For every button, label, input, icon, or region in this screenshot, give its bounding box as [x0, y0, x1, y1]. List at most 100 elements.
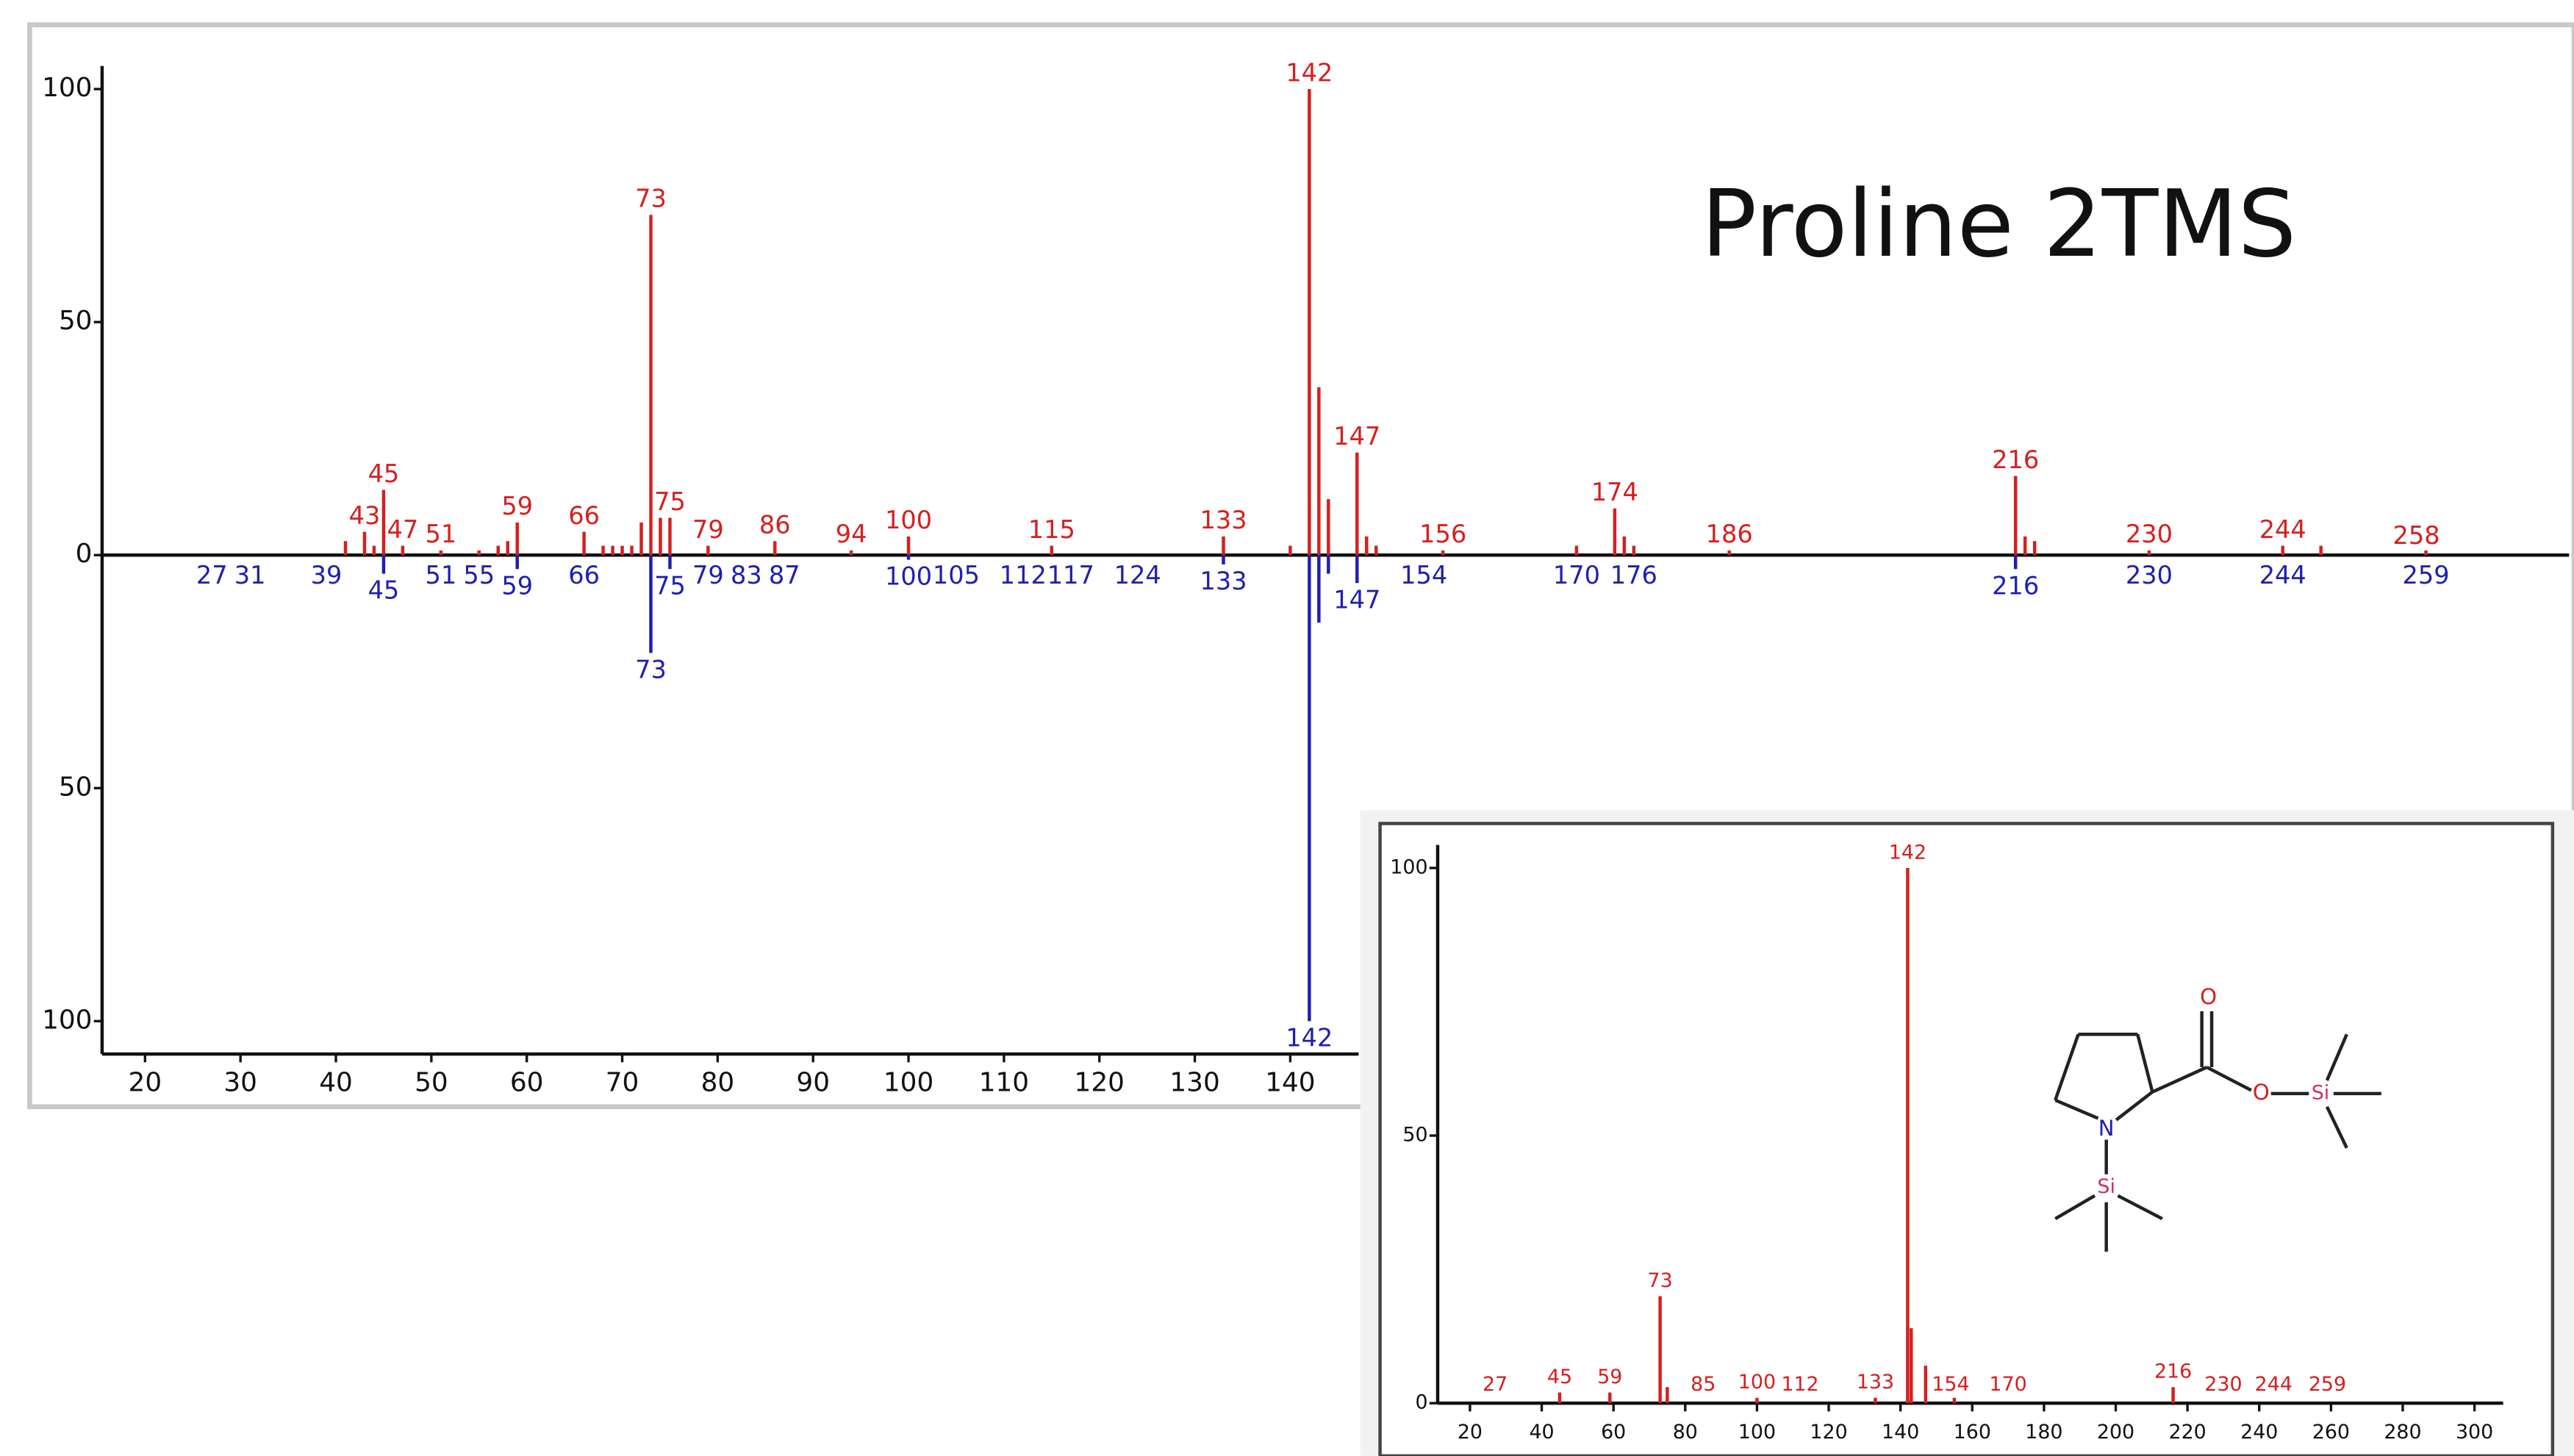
peak-label: 66 — [568, 561, 600, 589]
peak-label: 216 — [1992, 571, 2039, 600]
peak-label: 59 — [1597, 1366, 1622, 1388]
peak-label: 85 — [1691, 1373, 1716, 1396]
peak-label: 133 — [1857, 1371, 1894, 1394]
x-tick-label: 120 — [1810, 1421, 1847, 1444]
peak-label: 124 — [1114, 561, 1161, 589]
peak-label: 174 — [1591, 478, 1638, 506]
bond — [2115, 1090, 2154, 1122]
x-tick-label: 120 — [1075, 1067, 1125, 1097]
bond — [2054, 1033, 2080, 1101]
x-tick-label: 200 — [2097, 1421, 2134, 1444]
x-tick-label: 130 — [1169, 1067, 1219, 1097]
peak-label: 83 — [731, 561, 762, 589]
peak-label: 154 — [1932, 1373, 1969, 1396]
x-tick-label: 60 — [1601, 1421, 1626, 1444]
peak-label: 87 — [769, 561, 800, 589]
peak-label: 244 — [2259, 515, 2306, 544]
peak-label: 45 — [368, 459, 400, 488]
peak-label: 31 — [234, 561, 266, 589]
x-tick-label: 100 — [883, 1067, 933, 1097]
peak-label: 133 — [1200, 506, 1247, 534]
x-tick-label: 30 — [223, 1067, 257, 1097]
peak-label: 75 — [654, 571, 686, 600]
x-tick-label: 110 — [979, 1067, 1029, 1097]
atom-label: N — [2098, 1116, 2115, 1141]
x-tick-label: 80 — [1673, 1421, 1698, 1444]
x-tick-label: 220 — [2168, 1421, 2206, 1444]
x-tick-label: 50 — [415, 1067, 448, 1097]
y-tick-label: 100 — [42, 73, 92, 103]
peak-label: 170 — [1553, 561, 1600, 589]
peak-label: 244 — [2255, 1373, 2292, 1396]
peak-label: 147 — [1333, 585, 1380, 614]
x-tick-label: 140 — [1882, 1421, 1919, 1444]
peak-label: 142 — [1286, 1023, 1333, 1052]
peak-label: 216 — [1992, 445, 2039, 474]
peak-label: 51 — [425, 520, 456, 548]
peak-label: 154 — [1400, 561, 1447, 589]
peak-label: 112 — [1000, 561, 1047, 589]
x-tick-label: 300 — [2456, 1421, 2493, 1444]
structure: O O Si N Si — [2054, 984, 2381, 1252]
peak-label: 216 — [2154, 1360, 2192, 1383]
x-tick-label: 140 — [1265, 1067, 1315, 1097]
bond — [2325, 1105, 2348, 1149]
bond — [2151, 1066, 2208, 1094]
peak-label: 244 — [2259, 561, 2306, 589]
bond — [2325, 1033, 2348, 1081]
peak-label: 105 — [933, 561, 980, 589]
x-tick-label: 20 — [1458, 1421, 1483, 1444]
peak-label: 117 — [1047, 561, 1094, 589]
y-tick-label: 50 — [59, 772, 93, 802]
peak-label: 115 — [1028, 515, 1075, 544]
bond — [2054, 1098, 2099, 1120]
inset-frame — [1378, 822, 2555, 1456]
peak-label: 45 — [1547, 1366, 1572, 1388]
y-tick-label: 0 — [1415, 1391, 1427, 1414]
peak-label: 27 — [1483, 1373, 1508, 1396]
atom-label: O — [2200, 984, 2217, 1009]
y-tick-label: 50 — [1402, 1124, 1427, 1147]
peak-label: 59 — [501, 571, 533, 600]
atom-label: O — [2253, 1080, 2270, 1105]
peak-label: 156 — [1419, 520, 1466, 548]
peak-label: 133 — [1200, 567, 1247, 595]
x-tick-label: 60 — [510, 1067, 544, 1097]
x-tick-label: 240 — [2240, 1421, 2278, 1444]
peak-label: 79 — [692, 561, 724, 589]
peak-label: 27 — [196, 561, 228, 589]
x-tick-label: 180 — [2025, 1421, 2062, 1444]
peak-label: 51 — [425, 561, 456, 589]
x-tick-label: 40 — [1529, 1421, 1554, 1444]
peak-label: 47 — [387, 515, 419, 544]
peak-label: 79 — [692, 515, 724, 544]
x-tick-label: 260 — [2312, 1421, 2350, 1444]
x-tick-label: 40 — [319, 1067, 353, 1097]
peak-label: 100 — [1738, 1371, 1776, 1394]
peak-label: 73 — [635, 184, 667, 213]
x-tick-label: 70 — [606, 1067, 639, 1097]
bond — [2206, 1066, 2252, 1092]
peak-label: 39 — [311, 561, 343, 589]
peak-label: 86 — [759, 511, 791, 539]
peak-label: 259 — [2309, 1373, 2346, 1396]
x-tick-label: 280 — [2384, 1421, 2421, 1444]
peak-label: 147 — [1333, 422, 1380, 451]
y-tick-label: 0 — [76, 539, 93, 569]
peak-label: 186 — [1706, 520, 1753, 548]
atom-label: Si — [2312, 1081, 2330, 1104]
bond — [2054, 1194, 2096, 1221]
peak-label: 258 — [2392, 521, 2439, 550]
peak-label: 230 — [2126, 520, 2173, 548]
peak-label: 73 — [1648, 1269, 1673, 1292]
peak-label: 230 — [2204, 1373, 2242, 1396]
peak-label: 43 — [349, 501, 381, 530]
chart-title: Proline 2TMS — [1702, 171, 2297, 278]
peak-label: 59 — [501, 492, 533, 520]
peak-label: 100 — [885, 506, 932, 534]
peak-label: 100 — [885, 562, 932, 591]
bond — [2117, 1194, 2163, 1221]
peak-label: 75 — [654, 487, 686, 516]
peak-label: 142 — [1286, 58, 1333, 87]
